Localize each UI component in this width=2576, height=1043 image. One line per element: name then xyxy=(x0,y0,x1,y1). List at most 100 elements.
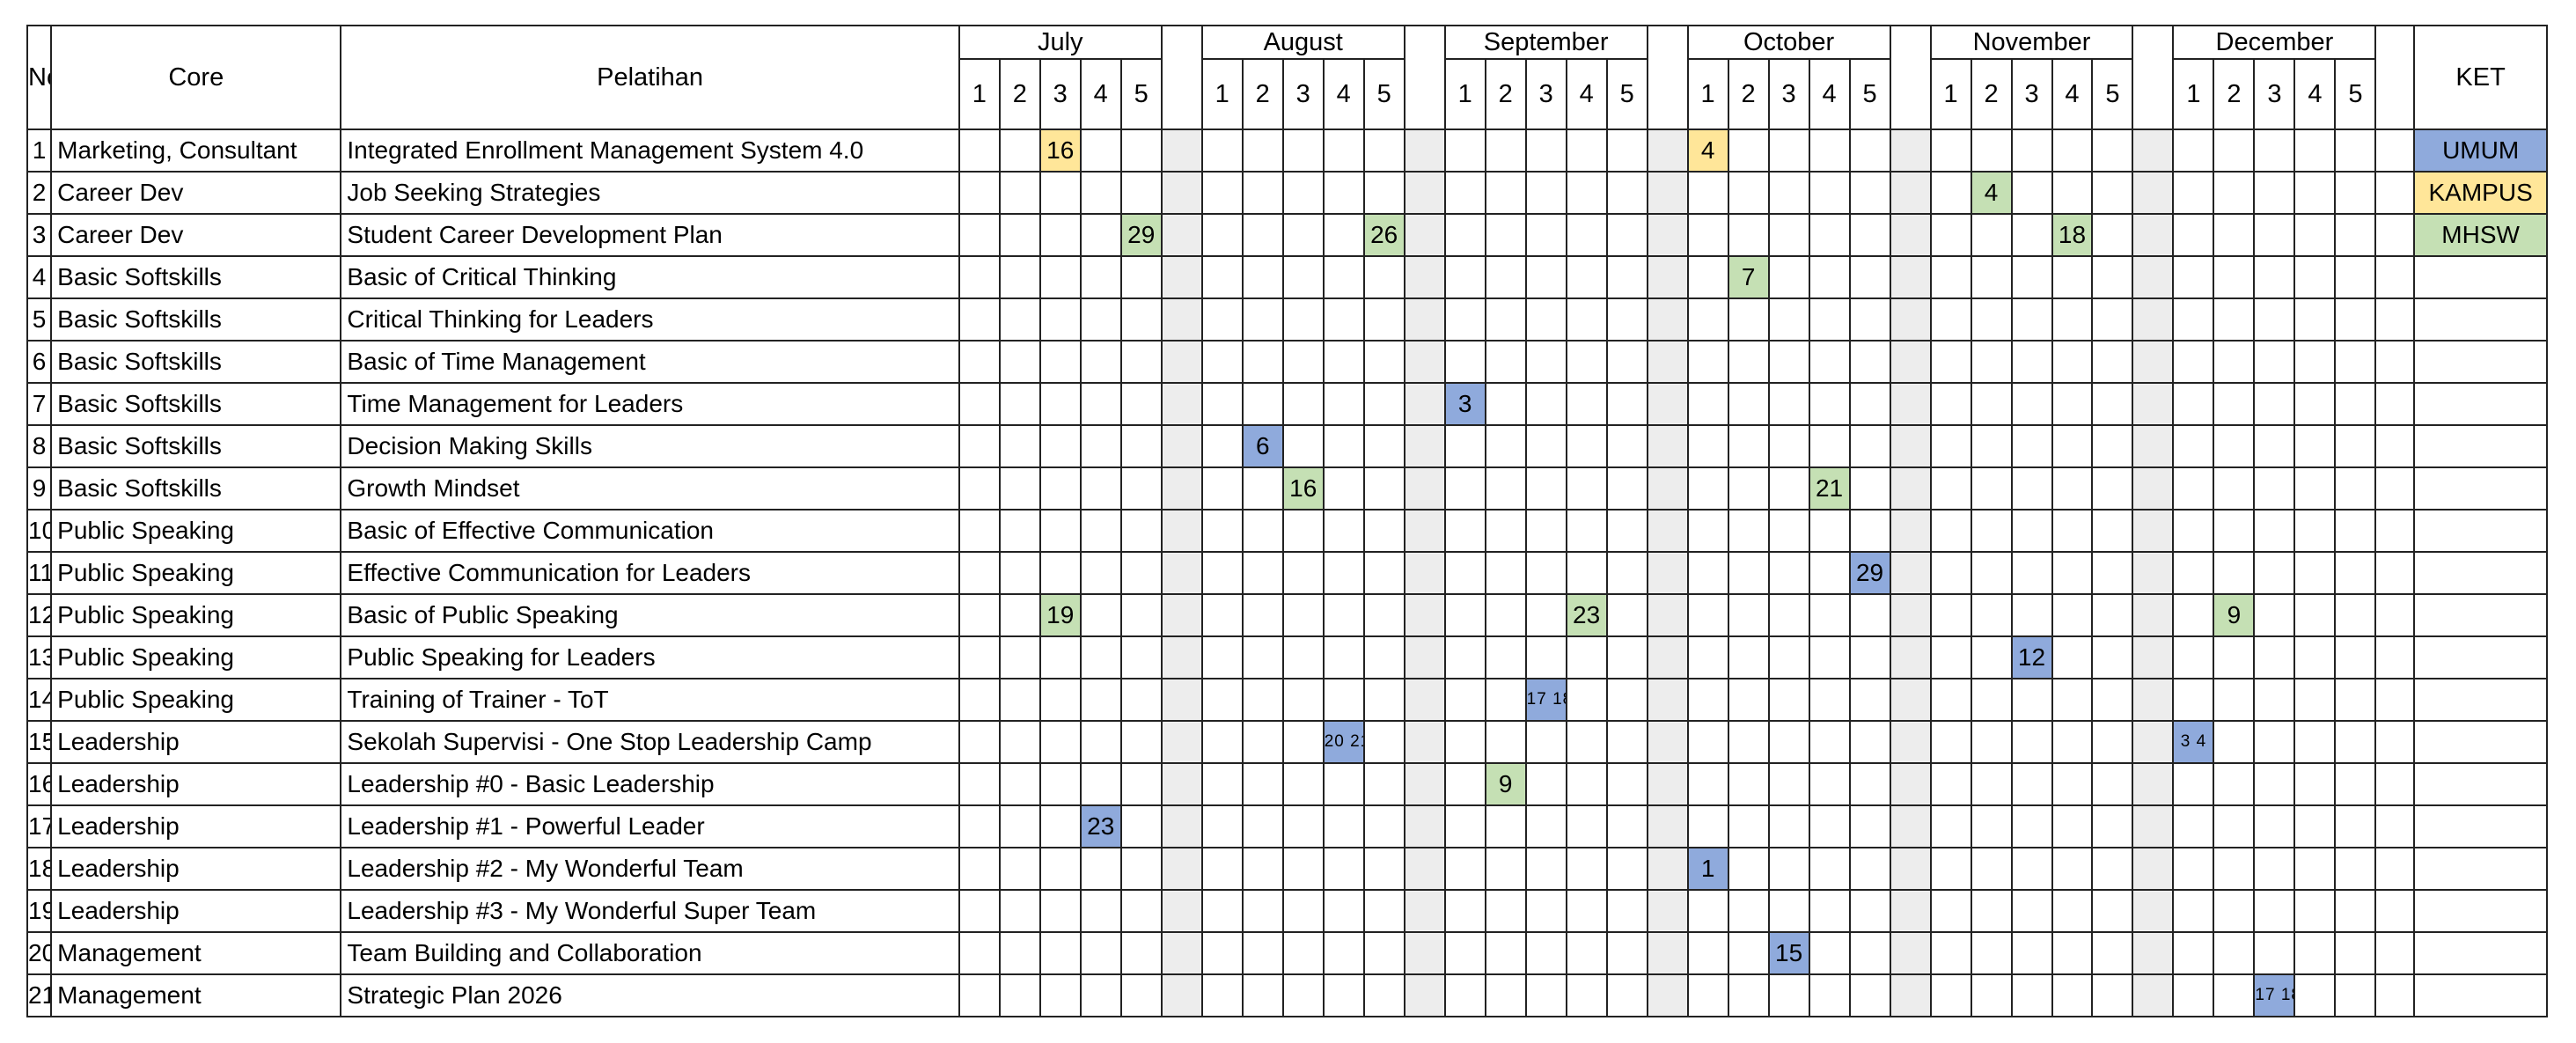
schedule-cell[interactable] xyxy=(1767,973,1810,1017)
schedule-cell[interactable] xyxy=(1281,804,1325,848)
schedule-cell[interactable] xyxy=(1079,213,1122,257)
schedule-cell[interactable] xyxy=(2051,889,2094,933)
schedule-cell[interactable] xyxy=(1565,720,1608,764)
schedule-event-cell[interactable]: 29 xyxy=(1119,213,1163,257)
schedule-cell[interactable] xyxy=(1848,678,1891,722)
schedule-cell[interactable] xyxy=(1241,551,1284,595)
schedule-cell[interactable] xyxy=(2172,255,2215,299)
schedule-event-cell[interactable]: 4 xyxy=(1686,129,1729,173)
schedule-cell[interactable] xyxy=(2172,171,2215,215)
schedule-cell[interactable] xyxy=(1686,720,1729,764)
schedule-cell[interactable] xyxy=(1119,931,1163,975)
schedule-cell[interactable] xyxy=(1686,340,1729,384)
schedule-cell[interactable] xyxy=(2010,889,2053,933)
schedule-cell[interactable] xyxy=(1970,424,2013,468)
schedule-cell[interactable] xyxy=(2172,889,2215,933)
schedule-cell[interactable] xyxy=(1281,340,1325,384)
schedule-cell[interactable] xyxy=(1686,973,1729,1017)
schedule-cell[interactable] xyxy=(1767,720,1810,764)
schedule-cell[interactable] xyxy=(2091,720,2134,764)
schedule-cell[interactable] xyxy=(1970,466,2013,510)
schedule-cell[interactable] xyxy=(998,171,1041,215)
schedule-cell[interactable] xyxy=(2051,171,2094,215)
schedule-cell[interactable] xyxy=(1362,635,1405,679)
schedule-cell[interactable] xyxy=(1443,340,1486,384)
schedule-cell[interactable] xyxy=(1686,213,1729,257)
schedule-cell[interactable] xyxy=(1767,213,1810,257)
schedule-cell[interactable] xyxy=(2213,762,2256,806)
schedule-cell[interactable] xyxy=(1524,509,1567,553)
schedule-cell[interactable] xyxy=(1079,551,1122,595)
schedule-cell[interactable] xyxy=(1605,213,1648,257)
schedule-cell[interactable] xyxy=(2091,466,2134,510)
schedule-cell[interactable] xyxy=(1524,424,1567,468)
schedule-event-cell[interactable]: 29 xyxy=(1848,551,1891,595)
schedule-cell[interactable] xyxy=(1605,678,1648,722)
schedule-cell[interactable] xyxy=(958,424,1001,468)
schedule-cell[interactable] xyxy=(1767,297,1810,342)
schedule-cell[interactable] xyxy=(998,551,1041,595)
schedule-event-cell[interactable]: 17 18 xyxy=(2253,973,2296,1017)
schedule-cell[interactable] xyxy=(1929,635,1972,679)
schedule-cell[interactable] xyxy=(1362,382,1405,426)
schedule-cell[interactable] xyxy=(998,340,1041,384)
schedule-cell[interactable] xyxy=(1767,340,1810,384)
schedule-cell[interactable] xyxy=(1281,382,1325,426)
schedule-cell[interactable] xyxy=(1808,171,1851,215)
schedule-cell[interactable] xyxy=(1484,720,1527,764)
schedule-cell[interactable] xyxy=(1970,213,2013,257)
schedule-cell[interactable] xyxy=(2334,213,2377,257)
schedule-cell[interactable] xyxy=(2334,804,2377,848)
schedule-cell[interactable] xyxy=(1929,466,1972,510)
schedule-cell[interactable] xyxy=(1970,593,2013,637)
schedule-cell[interactable] xyxy=(1079,297,1122,342)
schedule-cell[interactable] xyxy=(1929,509,1972,553)
schedule-cell[interactable] xyxy=(1524,129,1567,173)
schedule-cell[interactable] xyxy=(998,509,1041,553)
schedule-cell[interactable] xyxy=(1038,509,1082,553)
schedule-cell[interactable] xyxy=(1524,720,1567,764)
schedule-cell[interactable] xyxy=(1565,889,1608,933)
schedule-cell[interactable] xyxy=(1484,889,1527,933)
schedule-cell[interactable] xyxy=(2293,129,2337,173)
schedule-cell[interactable] xyxy=(1079,509,1122,553)
schedule-event-cell[interactable]: 4 xyxy=(1970,171,2013,215)
schedule-cell[interactable] xyxy=(1808,340,1851,384)
schedule-cell[interactable] xyxy=(1322,762,1365,806)
schedule-cell[interactable] xyxy=(1079,382,1122,426)
schedule-cell[interactable] xyxy=(958,509,1001,553)
schedule-cell[interactable] xyxy=(1767,804,1810,848)
schedule-cell[interactable] xyxy=(2334,340,2377,384)
schedule-cell[interactable] xyxy=(1565,255,1608,299)
schedule-event-cell[interactable]: 1 xyxy=(1686,847,1729,891)
schedule-event-cell[interactable]: 19 xyxy=(1038,593,1082,637)
schedule-cell[interactable] xyxy=(1119,297,1163,342)
schedule-cell[interactable] xyxy=(1443,551,1486,595)
schedule-cell[interactable] xyxy=(1929,931,1972,975)
schedule-cell[interactable] xyxy=(1322,129,1365,173)
schedule-cell[interactable] xyxy=(2091,171,2134,215)
schedule-cell[interactable] xyxy=(1200,382,1244,426)
schedule-cell[interactable] xyxy=(2213,297,2256,342)
schedule-cell[interactable] xyxy=(998,297,1041,342)
schedule-cell[interactable] xyxy=(1970,129,2013,173)
schedule-cell[interactable] xyxy=(1079,931,1122,975)
schedule-event-cell[interactable]: 6 xyxy=(1241,424,1284,468)
schedule-cell[interactable] xyxy=(958,382,1001,426)
schedule-cell[interactable] xyxy=(1808,973,1851,1017)
schedule-cell[interactable] xyxy=(1727,678,1770,722)
schedule-cell[interactable] xyxy=(1727,973,1770,1017)
schedule-cell[interactable] xyxy=(1119,340,1163,384)
schedule-cell[interactable] xyxy=(1686,804,1729,848)
schedule-cell[interactable] xyxy=(1970,635,2013,679)
schedule-cell[interactable] xyxy=(2213,551,2256,595)
schedule-cell[interactable] xyxy=(1565,171,1608,215)
schedule-cell[interactable] xyxy=(2293,678,2337,722)
schedule-cell[interactable] xyxy=(1322,509,1365,553)
schedule-cell[interactable] xyxy=(1200,593,1244,637)
schedule-cell[interactable] xyxy=(1038,973,1082,1017)
schedule-cell[interactable] xyxy=(2172,213,2215,257)
schedule-cell[interactable] xyxy=(2213,129,2256,173)
schedule-cell[interactable] xyxy=(2293,171,2337,215)
schedule-cell[interactable] xyxy=(1038,635,1082,679)
